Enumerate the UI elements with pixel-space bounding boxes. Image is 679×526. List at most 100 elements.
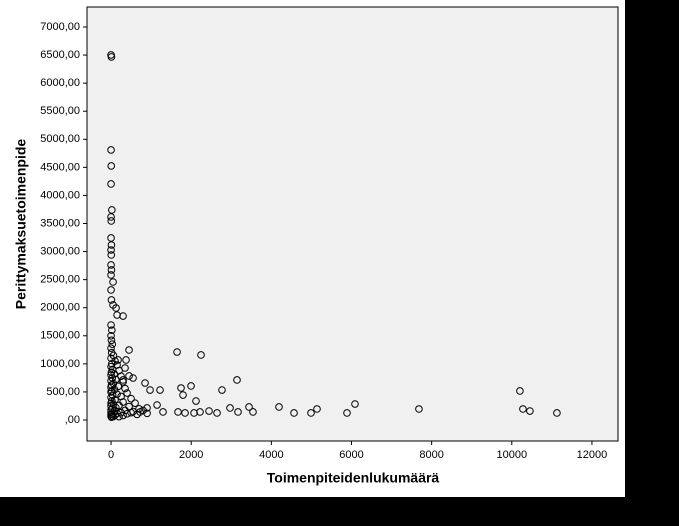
point	[136, 408, 144, 416]
y-tick-label: 6500,00	[40, 49, 80, 61]
x-tick-label: 6000	[339, 449, 363, 461]
point	[307, 409, 315, 417]
point	[114, 356, 122, 364]
point	[153, 401, 161, 409]
point	[156, 386, 164, 394]
point	[519, 405, 527, 413]
point	[179, 391, 187, 399]
point	[218, 386, 226, 394]
point	[249, 408, 257, 416]
point	[119, 312, 127, 320]
point	[112, 304, 120, 312]
y-tick-label: 2000,00	[40, 302, 80, 314]
point	[107, 413, 116, 421]
x-tick-label: 8000	[419, 449, 443, 461]
y-tick-label: 2500,00	[40, 274, 80, 286]
point	[119, 376, 127, 384]
point	[107, 336, 116, 345]
point	[226, 404, 234, 412]
point	[233, 376, 241, 384]
point	[107, 271, 115, 279]
point	[108, 206, 116, 214]
point	[351, 400, 359, 408]
point	[107, 213, 115, 221]
point	[107, 180, 115, 188]
point	[516, 387, 524, 395]
point	[196, 408, 204, 416]
point	[107, 251, 116, 259]
point	[107, 331, 115, 340]
y-tick-label: 3500,00	[40, 217, 80, 229]
point	[129, 374, 137, 382]
y-tick-label: 5000,00	[40, 133, 80, 145]
point	[143, 409, 151, 418]
chart: Toimenpiteidenlukumäärä Perittymaksuetoi…	[13, 6, 619, 486]
y-tick-label: 5500,00	[40, 105, 80, 117]
point	[122, 356, 130, 364]
chart-area: Toimenpiteidenlukumäärä Perittymaksuetoi…	[0, 0, 625, 497]
point	[343, 409, 351, 417]
point	[125, 346, 133, 354]
point	[181, 409, 189, 417]
y-tick-label: 4500,00	[40, 161, 80, 173]
point	[121, 364, 129, 372]
point	[197, 351, 205, 359]
point	[245, 403, 253, 411]
point	[553, 409, 561, 417]
x-axis-title: Toimenpiteidenlukumäärä	[267, 470, 440, 486]
x-tick-label: 2000	[179, 449, 203, 461]
point	[187, 382, 195, 390]
point	[107, 53, 116, 61]
y-axis-title: Perittymaksuetoimenpide	[13, 139, 29, 310]
point	[107, 344, 115, 352]
y-tick-label: 3000,00	[40, 245, 80, 257]
point	[107, 217, 116, 225]
point	[205, 407, 213, 415]
point	[174, 408, 182, 416]
point	[112, 375, 120, 384]
y-tick-label: 1000,00	[40, 358, 80, 370]
point	[107, 296, 116, 304]
point	[108, 340, 117, 349]
point	[107, 266, 116, 274]
point	[415, 405, 423, 413]
point	[107, 286, 115, 294]
point	[173, 348, 181, 356]
y-tick-label: 6000,00	[40, 77, 80, 89]
point	[108, 391, 117, 400]
point	[119, 411, 127, 420]
point	[192, 397, 200, 405]
point	[190, 409, 198, 417]
point	[290, 409, 298, 417]
point	[127, 394, 135, 403]
point	[213, 409, 221, 417]
point	[127, 408, 135, 417]
point	[110, 370, 119, 378]
point	[115, 412, 123, 421]
plot-frame	[86, 6, 619, 442]
point	[313, 405, 321, 413]
y-tick-label: 1500,00	[40, 330, 80, 342]
x-tick-label: 0	[108, 449, 114, 461]
point	[108, 326, 116, 334]
point	[143, 404, 151, 412]
x-tick-label: 12000	[577, 449, 608, 461]
point	[159, 408, 167, 416]
point	[107, 162, 116, 170]
point	[146, 386, 154, 394]
point	[141, 379, 149, 387]
point	[109, 278, 117, 286]
point	[177, 384, 185, 392]
y-tick-label: 7000,00	[40, 21, 80, 33]
point	[107, 241, 116, 249]
point	[234, 408, 242, 416]
point	[123, 410, 131, 418]
point	[123, 389, 131, 397]
y-tick-label: 500,00	[46, 386, 80, 398]
point	[526, 407, 534, 415]
point	[107, 146, 115, 154]
point	[125, 372, 133, 380]
x-tick-label: 4000	[259, 449, 283, 461]
y-tick-label: ,00	[65, 414, 80, 426]
